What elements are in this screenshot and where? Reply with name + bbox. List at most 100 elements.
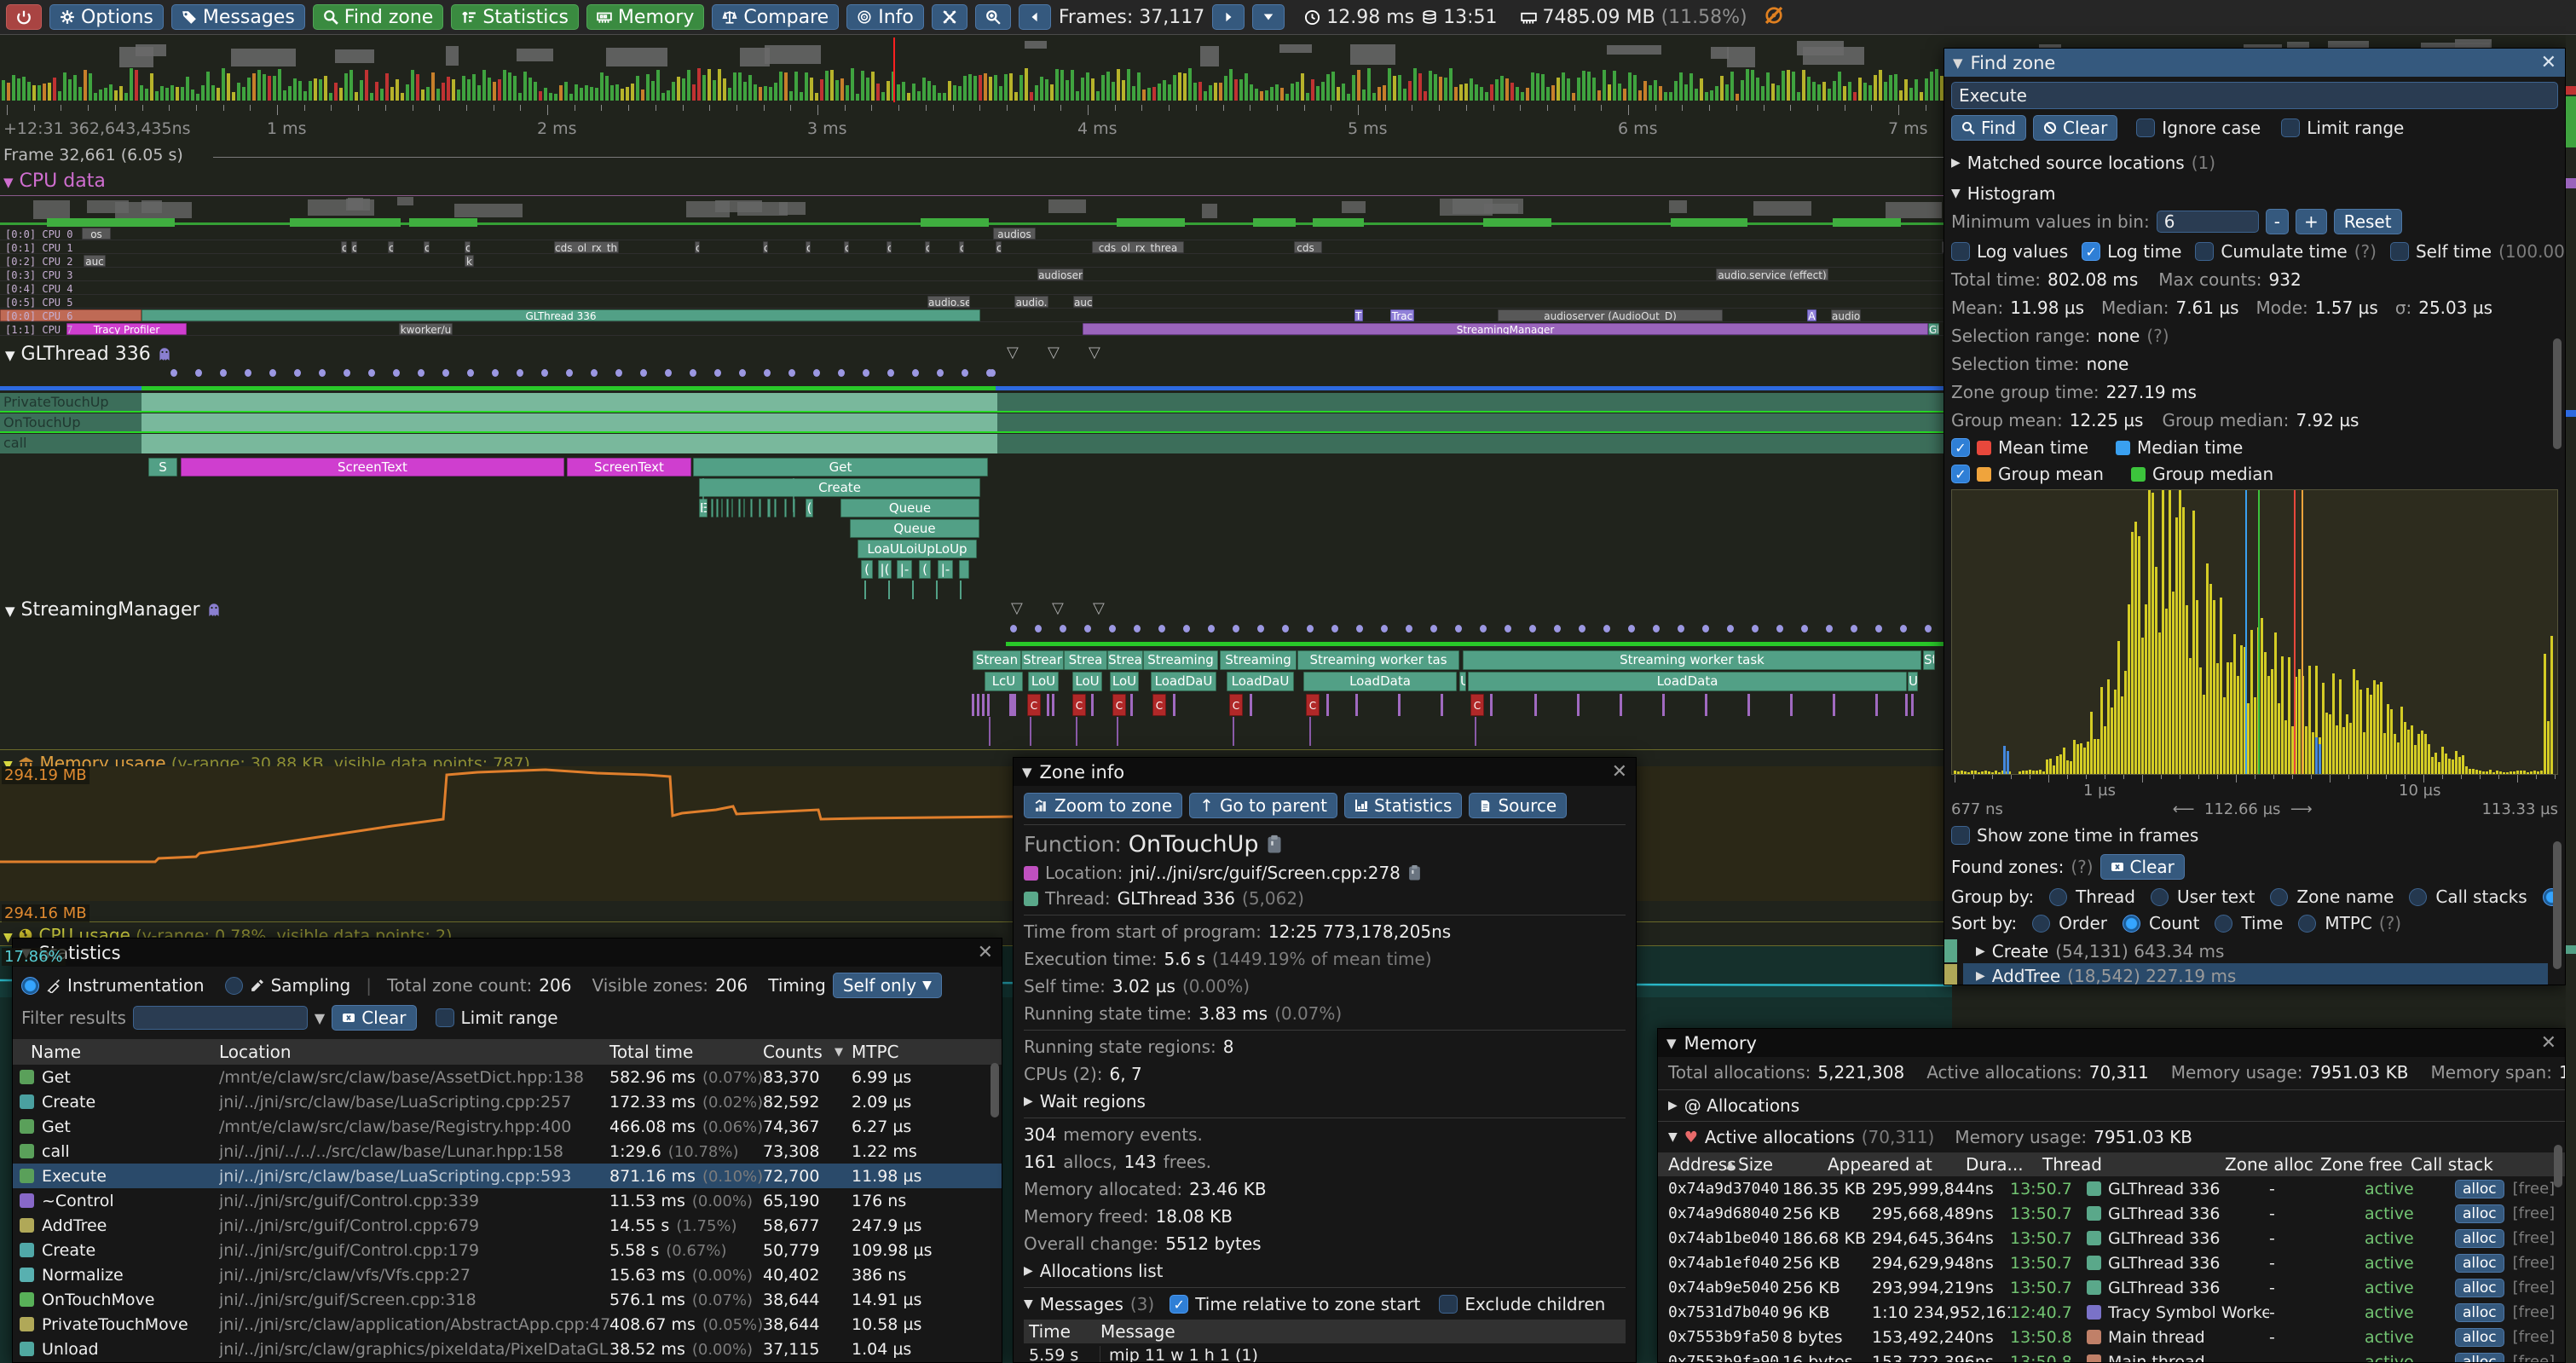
streaming-zone[interactable]: Streaming <box>1220 650 1297 670</box>
message-dot[interactable] <box>1727 625 1734 632</box>
hint-icon[interactable]: (?) <box>2071 857 2094 877</box>
matched-locations-expander[interactable]: ▶ Matched source locations (1) <box>1951 153 2216 173</box>
close-icon[interactable]: ✕ <box>977 942 993 963</box>
message-dot[interactable] <box>220 369 227 377</box>
memory-usage-chart[interactable]: 294.19 MB <box>0 766 1952 901</box>
message-dot[interactable] <box>863 369 869 377</box>
message-dot[interactable] <box>245 369 251 377</box>
histogram-expander[interactable]: ▼ Histogram <box>1951 183 2056 204</box>
message-dot[interactable] <box>1579 625 1585 632</box>
gl-zone[interactable]: Queue <box>840 499 979 517</box>
alloc-callstack-button[interactable]: alloc <box>2455 1302 2504 1322</box>
gl-zone[interactable]: Create <box>699 478 980 497</box>
collapse-marker[interactable]: ▽ <box>1089 344 1100 361</box>
message-dot[interactable] <box>1430 625 1437 632</box>
message-dot[interactable] <box>1183 625 1190 632</box>
table-row[interactable]: Get/mnt/e/claw/src/claw/base/Registry.hp… <box>13 1114 1002 1139</box>
log-values-checkbox[interactable] <box>1951 242 1970 261</box>
streaming-error-zone[interactable]: C <box>1072 694 1086 716</box>
alloc-callstack-button[interactable]: alloc <box>2455 1228 2504 1248</box>
table-row[interactable]: Get/mnt/e/claw/src/claw/base/AssetDict.h… <box>13 1065 1002 1089</box>
streaming-error-zone[interactable]: C <box>1112 694 1126 716</box>
active-allocations-expander[interactable]: ▼ ♥ Active allocations (70,311) Memory us… <box>1668 1127 2193 1147</box>
gl-zone[interactable] <box>738 499 741 517</box>
cpu-zone[interactable]: c <box>388 241 394 253</box>
gl-zone[interactable] <box>726 499 729 517</box>
table-row[interactable]: Execute jni/../jni/src/claw/base/LuaScrip… <box>13 1164 1002 1188</box>
allocation-row[interactable]: 0x74ab1ef040 256 KB 294,629,948ns 13:50.7 GL… <box>1658 1250 2565 1275</box>
message-dot[interactable] <box>1282 625 1289 632</box>
alloc-appeared[interactable]: 294,645,364ns <box>1872 1228 1994 1248</box>
cpu-zone[interactable]: audio <box>1831 309 1861 321</box>
alloc-appeared[interactable]: 295,668,489ns <box>1872 1204 1994 1223</box>
streaming-error-zone[interactable]: C <box>1306 694 1320 716</box>
alloc-address[interactable]: 0x74a9d37040 <box>1668 1180 1780 1198</box>
find-zone-scrollbar[interactable] <box>2553 338 2562 449</box>
message-dot[interactable] <box>1356 625 1363 632</box>
filter-input[interactable] <box>132 1006 308 1030</box>
zoom-to-zone-button[interactable]: Zoom to zone <box>1024 793 1183 818</box>
message-dot[interactable] <box>1109 625 1116 632</box>
close-icon[interactable]: ✕ <box>2540 1032 2556 1054</box>
message-dot[interactable] <box>591 369 598 377</box>
zoom-search-button[interactable] <box>974 4 1011 30</box>
message-dot[interactable] <box>714 369 721 377</box>
collapse-marker[interactable]: ▽ <box>1011 599 1023 617</box>
message-dot[interactable] <box>788 369 795 377</box>
table-row[interactable]: AddTree jni/../jni/src/guif/Control.cpp:6… <box>13 1213 1002 1238</box>
collapse-marker[interactable]: ▽ <box>1093 599 1105 617</box>
cpu-zone[interactable]: cds_ol_rx_threa <box>1092 241 1184 253</box>
allocation-row[interactable]: 0x7553b9fa90 16 bytes 153,722,396ns 13:50.8… <box>1658 1349 2565 1362</box>
sort-by-radio-count[interactable] <box>2123 914 2141 933</box>
streaming-error-zone[interactable]: C <box>1470 694 1484 716</box>
gl-zone[interactable]: ( <box>806 499 813 517</box>
message-dot[interactable] <box>1158 625 1165 632</box>
cpu-zone[interactable]: k <box>465 255 474 267</box>
streaming-error-zone[interactable]: C <box>1027 694 1041 716</box>
cpu-zone[interactable]: c <box>996 241 1002 253</box>
allocation-row[interactable]: 0x74ab1be040 186.68 KB 294,645,364ns 13:50.… <box>1658 1226 2565 1250</box>
group-by-radio-user-text[interactable] <box>2151 887 2169 906</box>
source-button[interactable]: Source <box>1469 793 1568 818</box>
cpu-zone[interactable]: audio.service (effect) <box>1716 269 1828 280</box>
cpu-data-header[interactable]: ▼ CPU data <box>3 170 106 192</box>
expand-arrow-icon[interactable]: ▶ <box>1976 944 1985 958</box>
crosshair-off-icon[interactable] <box>1764 5 1784 29</box>
gl-zone[interactable] <box>721 499 723 517</box>
cpu-zone[interactable]: kworker/u <box>399 323 453 335</box>
next-frame-button[interactable] <box>1212 4 1245 30</box>
gl-zone[interactable]: |( <box>878 560 892 579</box>
allocation-row[interactable]: 0x7531d7b040 96 KB 1:10 234,952,161 12:40.7… <box>1658 1300 2565 1325</box>
message-dot[interactable] <box>962 369 968 377</box>
allocation-row[interactable]: 0x74a9d37040 186.35 KB 295,999,844ns 13:50.… <box>1658 1176 2565 1201</box>
stats-clear-button[interactable]: Clear <box>332 1005 417 1031</box>
alloc-callstack-button[interactable]: alloc <box>2455 1179 2504 1198</box>
message-dot[interactable] <box>1529 625 1536 632</box>
cpu-zone[interactable]: c <box>424 241 430 253</box>
gl-zone[interactable] <box>784 499 787 517</box>
cpu-zone[interactable]: A <box>1807 309 1816 321</box>
table-row[interactable]: Create jni/../jni/src/guif/Control.cpp:17… <box>13 1238 1002 1262</box>
message-dot[interactable] <box>566 369 573 377</box>
log-time-checkbox[interactable]: ✓ <box>2082 242 2101 261</box>
message-dot[interactable] <box>1603 625 1610 632</box>
message-dot[interactable] <box>1554 625 1561 632</box>
found-zones-clear-button[interactable]: Clear <box>2099 854 2185 880</box>
found-zones-scrollbar[interactable] <box>2553 841 2562 969</box>
messages-button[interactable]: Messages <box>170 4 305 30</box>
streaming-zone[interactable]: Strear <box>1021 650 1064 670</box>
message-dot[interactable] <box>1826 625 1833 632</box>
streaming-zone[interactable]: LoU <box>1028 672 1059 691</box>
streaming-error-zone[interactable]: C <box>1229 694 1243 716</box>
gl-zone[interactable]: Queue <box>850 519 979 538</box>
allocation-row[interactable]: 0x74ab9e5040 256 KB 293,994,219ns 13:50.7 GL… <box>1658 1275 2565 1300</box>
cpu-zone[interactable]: auc <box>84 255 106 267</box>
message-dot[interactable] <box>467 369 474 377</box>
message-dot[interactable] <box>912 369 919 377</box>
show-zone-time-checkbox[interactable] <box>1951 826 1970 845</box>
exclude-children-checkbox[interactable] <box>1439 1295 1458 1314</box>
message-dot[interactable] <box>492 369 499 377</box>
cpu-zone[interactable]: c <box>844 241 849 253</box>
hint-icon[interactable]: (?) <box>2378 913 2402 933</box>
message-dot[interactable] <box>690 369 696 377</box>
